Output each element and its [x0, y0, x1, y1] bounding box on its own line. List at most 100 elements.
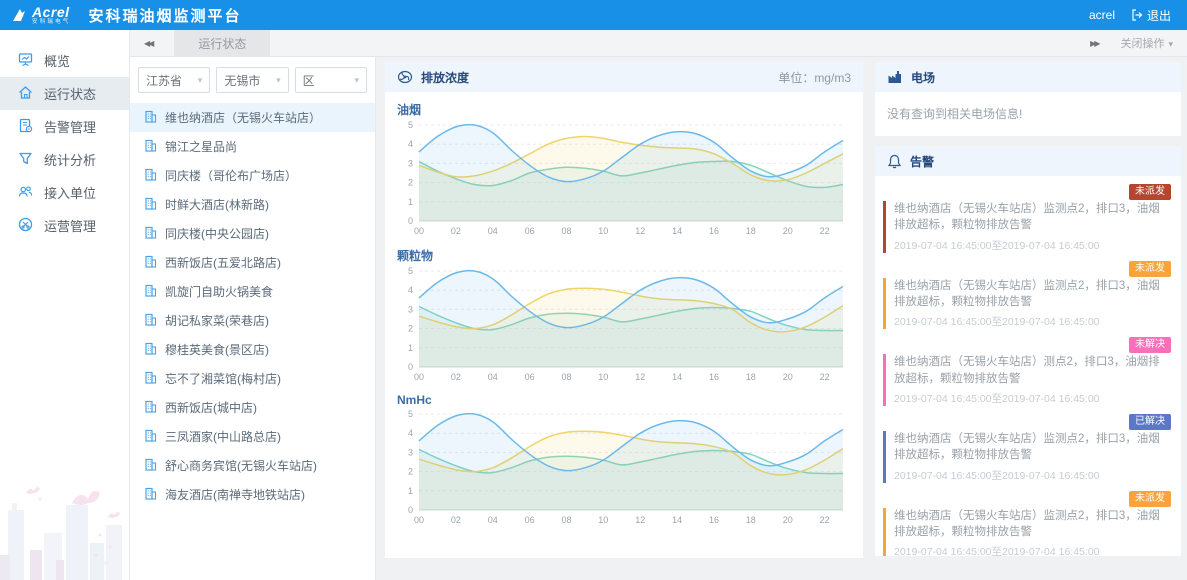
select-value: 江苏省 — [146, 73, 183, 88]
svg-text:1: 1 — [408, 343, 413, 353]
close-actions-dropdown[interactable]: 关闭操作 ▾ — [1120, 35, 1173, 51]
building-icon — [144, 168, 157, 184]
tabs-scroll-right-icon[interactable]: ▶▶ — [1090, 38, 1100, 48]
factory-icon — [888, 71, 901, 83]
sidebar-item-2[interactable]: 告警管理 — [0, 110, 129, 143]
skyline-decoration — [0, 487, 122, 580]
svg-text:16: 16 — [709, 372, 719, 382]
province-select[interactable]: 江苏省 ▾ — [138, 67, 211, 93]
alarm-card-header: 告警 — [875, 146, 1181, 176]
svg-text:10: 10 — [598, 226, 608, 236]
select-value: 区 — [302, 73, 315, 88]
district-select[interactable]: 区 ▾ — [294, 67, 367, 93]
store-list-item[interactable]: 穆桂英美食(景区店) — [130, 335, 375, 364]
store-name: 维也纳酒店（无锡火车站店） — [165, 111, 322, 125]
tab-running-status[interactable]: 运行状态 — [174, 29, 271, 57]
building-icon — [144, 342, 157, 358]
store-name: 锦江之星品尚 — [165, 140, 238, 154]
svg-text:10: 10 — [598, 515, 608, 525]
alarm-time-range: 2019-07-04 16:45:00至2019-07-04 16:45:00 — [894, 392, 1100, 405]
caret-down-icon: ▾ — [197, 74, 203, 85]
series-green-area — [419, 306, 843, 367]
store-list-item[interactable]: 时鲜大酒店(林新路) — [130, 190, 375, 219]
store-list-item[interactable]: 西新饭店(五爱北路店) — [130, 248, 375, 277]
building-icon — [144, 371, 157, 387]
alarm-title: 告警 — [910, 154, 935, 169]
line-chart: 0 1 2 3 4 5 00 02 04 06 08 10 12 14 16 18 20 22 — [395, 407, 853, 527]
alarm-item[interactable]: 已解决 维也纳酒店（无锡火车站店）监测点2，排口3，油烟排放超标，颗粒物排放告警 2… — [883, 413, 1171, 483]
store-list-item[interactable]: 舒心商务宾馆(无锡火车站店) — [130, 451, 375, 480]
series-blue-line — [418, 123, 844, 183]
alarm-time-range: 2019-07-04 16:45:00至2019-07-04 16:45:00 — [894, 469, 1100, 482]
building-icon — [144, 226, 157, 242]
building-icon — [144, 284, 157, 300]
building-icon — [144, 400, 157, 416]
sidebar-item-1[interactable]: 运行状态 — [0, 77, 129, 110]
tab-label: 运行状态 — [198, 36, 247, 51]
svg-text:18: 18 — [746, 226, 756, 236]
store-list-item[interactable]: 胡记私家菜(荣巷店) — [130, 306, 375, 335]
svg-text:08: 08 — [561, 515, 571, 525]
svg-text:04: 04 — [488, 515, 498, 525]
alarm-item[interactable]: 未派发 维也纳酒店（无锡火车站店）监测点2，排口3，油烟排放超标，颗粒物排放告警 2… — [883, 260, 1171, 330]
sidebar-item-4[interactable]: 接入单位 — [0, 176, 129, 209]
store-list-item[interactable]: 西新饭店(城中店) — [130, 393, 375, 422]
store-list-item[interactable]: 海友酒店(南禅寺地铁站店) — [130, 480, 375, 509]
status-badge: 未派发 — [1129, 490, 1171, 507]
svg-text:00: 00 — [414, 226, 424, 236]
store-name: 西新饭店(城中店) — [165, 401, 257, 415]
store-name: 凯旋门自助火锅美食 — [165, 285, 274, 299]
alarm-manage-icon — [18, 118, 33, 136]
sidebar-item-5[interactable]: 运营管理 — [0, 209, 129, 242]
field-empty-message: 没有查询到相关电场信息! — [887, 107, 1023, 121]
app-header: Acrel 安科瑞电气 安科瑞油烟监测平台 acrel 退出 — [0, 0, 1187, 30]
logo-subtext: 安科瑞电气 — [32, 18, 71, 25]
store-list-item[interactable]: 凯旋门自助火锅美食 — [130, 277, 375, 306]
svg-text:10: 10 — [598, 372, 608, 382]
store-name: 同庆楼(中央公园店) — [165, 227, 269, 241]
overview-icon — [18, 52, 33, 70]
store-list-item[interactable]: 锦江之星品尚 — [130, 132, 375, 161]
store-name: 三凤酒家(中山路总店) — [165, 430, 281, 444]
svg-text:08: 08 — [561, 226, 571, 236]
building-icon — [144, 110, 157, 126]
svg-text:04: 04 — [488, 226, 498, 236]
sidebar-item-label: 运行状态 — [44, 87, 97, 102]
store-name: 胡记私家菜(荣巷店) — [165, 314, 269, 328]
bell-icon — [887, 154, 902, 168]
logout-button[interactable]: 退出 — [1131, 7, 1171, 24]
city-select[interactable]: 无锡市 ▾ — [216, 67, 289, 93]
alarm-time-range: 2019-07-04 16:45:00至2019-07-04 16:45:00 — [894, 239, 1100, 252]
store-list-item[interactable]: 同庆楼（哥伦布广场店） — [130, 161, 375, 190]
svg-text:02: 02 — [451, 515, 461, 525]
alarm-text: 维也纳酒店（无锡火车站店）监测点2，排口3，油烟排放超标，颗粒物排放告警 — [894, 432, 1160, 462]
sidebar-item-0[interactable]: 概览 — [0, 44, 129, 77]
svg-text:06: 06 — [525, 226, 535, 236]
logo-text: Acrel — [32, 3, 70, 20]
alarm-item[interactable]: 未派发 维也纳酒店（无锡火车站店）监测点2，排口3，油烟排放超标，颗粒物排放告警 2… — [883, 183, 1171, 253]
building-icon — [144, 429, 157, 445]
logout-label: 退出 — [1146, 8, 1171, 23]
logout-icon — [1132, 9, 1143, 21]
store-name: 穆桂英美食(景区店) — [165, 343, 269, 357]
sidebar-item-3[interactable]: 统计分析 — [0, 143, 129, 176]
status-badge: 未派发 — [1129, 184, 1171, 200]
series-yellow-line — [418, 135, 844, 182]
tabs-scroll-left-icon[interactable]: ◀◀ — [144, 38, 154, 48]
line-chart: 0 1 2 3 4 5 00 02 04 06 08 10 12 14 16 18 20 22 — [395, 264, 853, 384]
field-card-header: 电场 — [875, 62, 1181, 92]
alarm-item[interactable]: 未派发 维也纳酒店（无锡火车站店）监测点2，排口3，油烟排放超标，颗粒物排放告警 2… — [883, 490, 1171, 556]
store-name: 同庆楼（哥伦布广场店） — [165, 169, 298, 183]
store-list-item[interactable]: 忘不了湘菜馆(梅村店) — [130, 364, 375, 393]
svg-text:22: 22 — [820, 515, 830, 525]
svg-text:14: 14 — [672, 515, 682, 525]
svg-text:5: 5 — [408, 266, 413, 276]
alarm-item[interactable]: 未解决 维也纳酒店（无锡火车站店）测点2，排口3，油烟排放超标，颗粒物排放告警 20… — [883, 336, 1171, 406]
series-blue-line — [418, 269, 844, 329]
building-icon — [144, 139, 157, 155]
store-list-item[interactable]: 维也纳酒店（无锡火车站店） — [130, 103, 375, 132]
store-list-item[interactable]: 同庆楼(中央公园店) — [130, 219, 375, 248]
store-list-item[interactable]: 三凤酒家(中山路总店) — [130, 422, 375, 451]
svg-text:0: 0 — [408, 505, 413, 515]
username-label[interactable]: acrel — [1088, 8, 1115, 22]
